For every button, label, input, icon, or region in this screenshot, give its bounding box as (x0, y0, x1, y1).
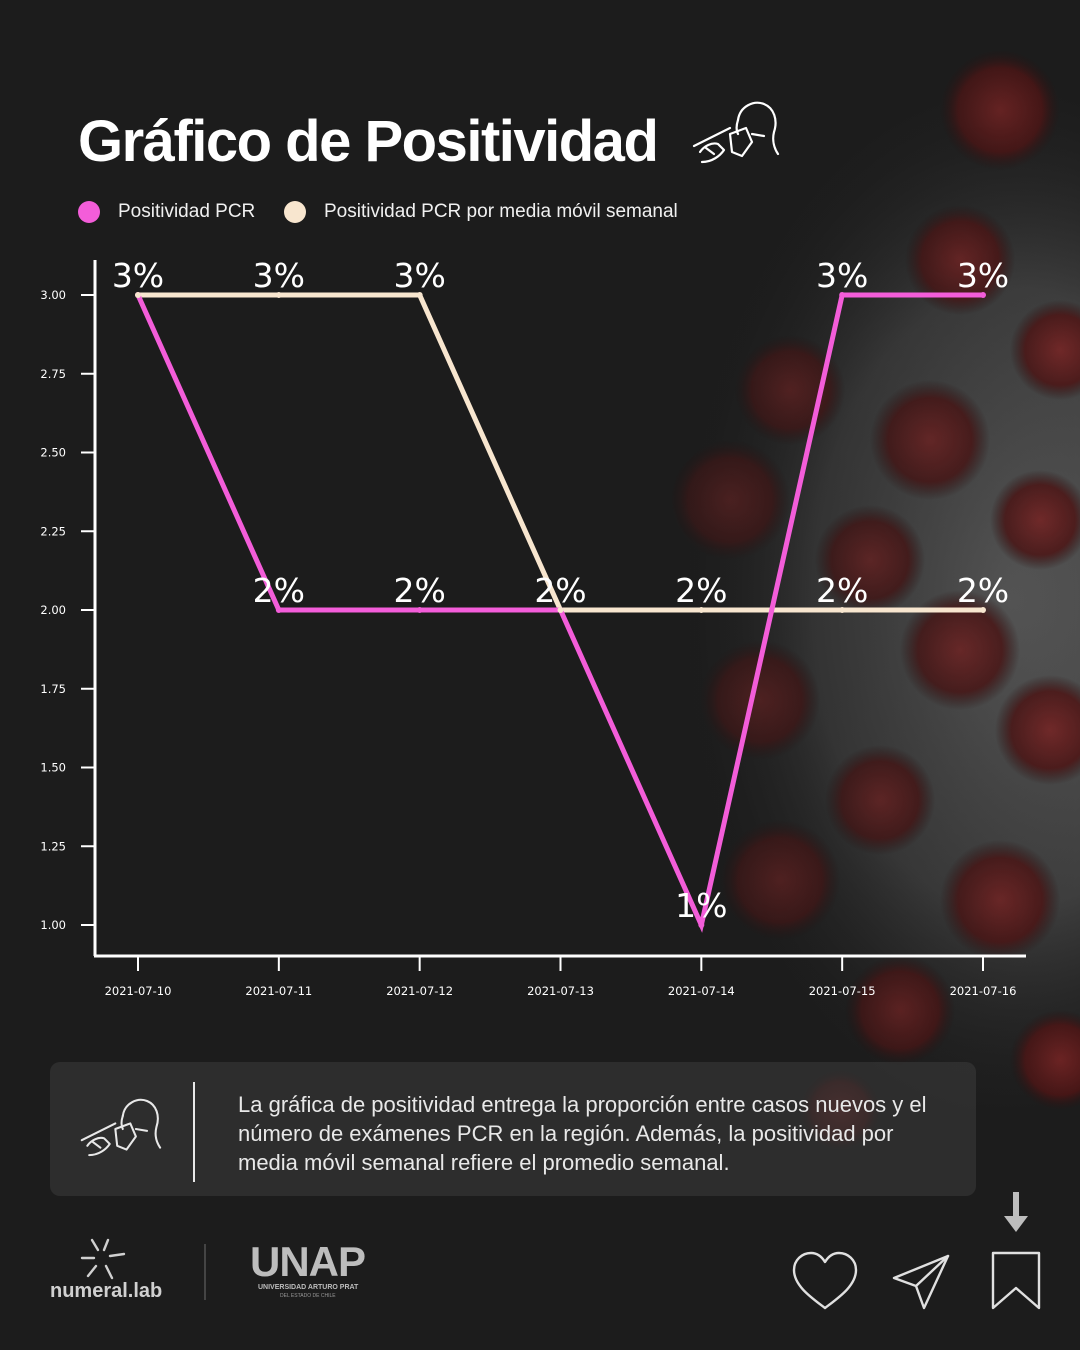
x-tick-label: 2021-07-12 (386, 984, 453, 998)
arrow-down-icon (1004, 1192, 1028, 1232)
data-label: 3% (253, 256, 305, 295)
data-label: 2% (253, 571, 305, 610)
data-point (980, 607, 986, 613)
data-label: 2% (816, 571, 868, 610)
data-label: 2% (534, 571, 586, 610)
unap-logo: UNAP (250, 1238, 366, 1285)
x-tick-label: 2021-07-15 (809, 984, 876, 998)
y-tick-label: 1.25 (40, 839, 66, 853)
data-point (839, 292, 846, 298)
data-point (980, 292, 986, 298)
positivity-line-chart: 1.00 1.25 1.50 1.75 2.00 2.25 2.50 2.75 3.00 2021… (40, 256, 1026, 998)
y-tick-label: 2.75 (40, 367, 66, 381)
heart-icon[interactable] (790, 1250, 860, 1312)
x-tick-label: 2021-07-10 (105, 984, 172, 998)
y-tick-label: 2.50 (40, 446, 66, 460)
data-point (557, 607, 564, 613)
info-description: La gráfica de positividad entrega la pro… (238, 1092, 927, 1175)
data-label: 2% (957, 571, 1009, 610)
data-label: 2% (393, 571, 445, 610)
unap-logo-subtitle-2: DEL ESTADO DE CHILE (280, 1293, 336, 1299)
numeral-lab-logo-mark (80, 1238, 126, 1280)
legend-swatch-pcr (78, 201, 100, 223)
data-point (416, 292, 423, 298)
chart-title: Gráfico de Positividad (78, 109, 659, 174)
y-tick-label: 1.75 (40, 682, 66, 696)
legend-swatch-moving-average (284, 201, 306, 223)
data-point (698, 607, 705, 613)
y-tick-label: 1.00 (40, 918, 66, 932)
y-tick-label: 2.25 (40, 524, 66, 538)
data-point (416, 607, 423, 613)
data-point (135, 292, 141, 298)
y-tick-label: 1.50 (40, 761, 66, 775)
send-icon[interactable] (890, 1252, 952, 1312)
data-label: 3% (957, 256, 1009, 295)
numeral-lab-logo: numeral.lab (50, 1280, 163, 1302)
legend-label-pcr: Positividad PCR (118, 201, 256, 222)
data-label: 3% (816, 256, 868, 295)
chart-series (135, 292, 986, 933)
x-tick-label: 2021-07-11 (245, 984, 312, 998)
test-swab-icon (80, 1098, 162, 1157)
series-line-1 (138, 292, 983, 613)
data-label: 3% (112, 256, 164, 295)
data-point (839, 607, 846, 613)
chart-axes: 1.00 1.25 1.50 1.75 2.00 2.25 2.50 2.75 3.00 2021… (40, 260, 1026, 998)
chart-data-labels: 3% 2% 2% 2% 1% 3% 3% 3% 3% 2% 2% 2% (112, 256, 1009, 925)
x-tick-label: 2021-07-13 (527, 984, 594, 998)
data-point (275, 607, 282, 613)
data-label: 2% (675, 571, 727, 610)
y-tick-label: 2.00 (40, 603, 66, 617)
data-point (275, 292, 282, 298)
bookmark-icon[interactable] (990, 1250, 1042, 1312)
info-box: La gráfica de positividad entrega la pro… (50, 1062, 976, 1196)
data-point (698, 922, 705, 928)
legend-label-moving-average: Positividad PCR por media móvil semanal (324, 201, 678, 222)
info-divider (193, 1082, 195, 1182)
data-label: 1% (675, 886, 727, 925)
y-tick-label: 3.00 (40, 288, 66, 302)
x-tick-label: 2021-07-16 (950, 984, 1017, 998)
data-label: 3% (393, 256, 445, 295)
x-tick-label: 2021-07-14 (668, 984, 735, 998)
footer-divider (204, 1244, 206, 1300)
test-swab-icon (692, 101, 780, 164)
unap-logo-subtitle: UNIVERSIDAD ARTURO PRAT (258, 1284, 359, 1291)
